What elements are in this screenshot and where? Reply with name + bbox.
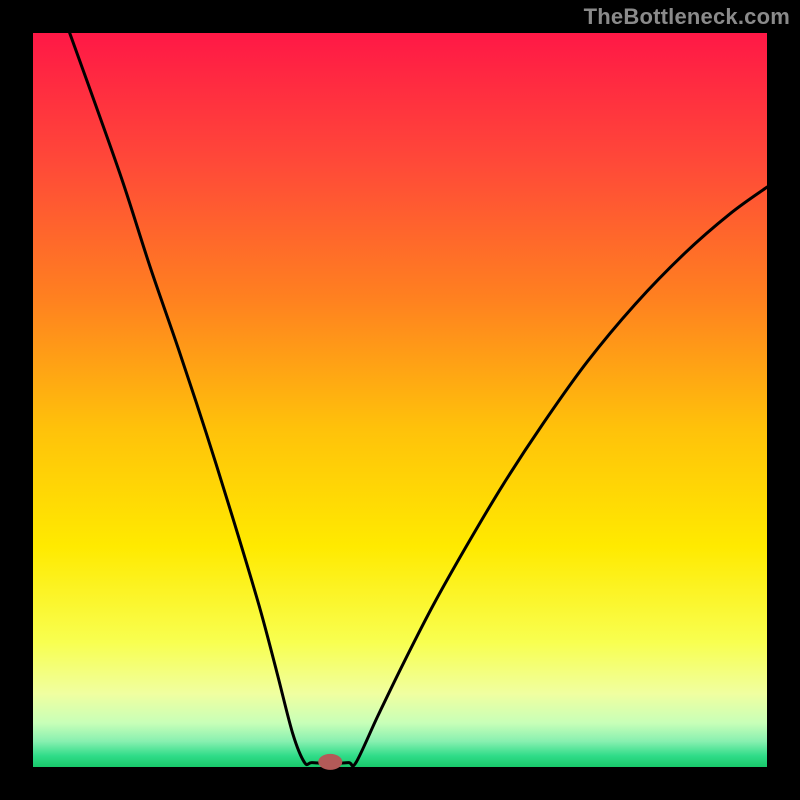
- watermark-text: TheBottleneck.com: [584, 4, 790, 30]
- bottleneck-chart: [0, 0, 800, 800]
- plot-area: [33, 33, 767, 767]
- minimum-marker: [318, 754, 342, 770]
- figure-stage: { "watermark": { "text": "TheBottleneck.…: [0, 0, 800, 800]
